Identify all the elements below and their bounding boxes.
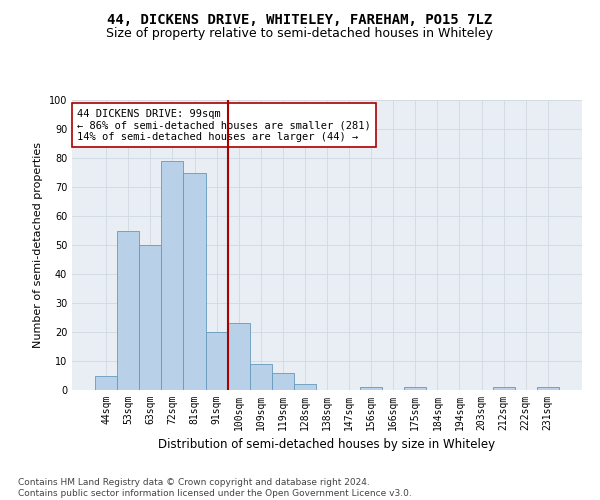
Bar: [493, 387, 515, 390]
Bar: [537, 387, 559, 390]
Text: Contains HM Land Registry data © Crown copyright and database right 2024.
Contai: Contains HM Land Registry data © Crown c…: [18, 478, 412, 498]
Bar: [184, 172, 206, 390]
Bar: [404, 387, 427, 390]
Bar: [227, 324, 250, 390]
Bar: [117, 230, 139, 390]
Bar: [272, 372, 294, 390]
Bar: [95, 376, 117, 390]
Text: 44 DICKENS DRIVE: 99sqm
← 86% of semi-detached houses are smaller (281)
14% of s: 44 DICKENS DRIVE: 99sqm ← 86% of semi-de…: [77, 108, 371, 142]
Y-axis label: Number of semi-detached properties: Number of semi-detached properties: [33, 142, 43, 348]
Bar: [139, 245, 161, 390]
Bar: [360, 387, 382, 390]
Bar: [250, 364, 272, 390]
Bar: [294, 384, 316, 390]
Bar: [161, 161, 184, 390]
Text: Size of property relative to semi-detached houses in Whiteley: Size of property relative to semi-detach…: [107, 28, 493, 40]
Bar: [206, 332, 227, 390]
X-axis label: Distribution of semi-detached houses by size in Whiteley: Distribution of semi-detached houses by …: [158, 438, 496, 452]
Text: 44, DICKENS DRIVE, WHITELEY, FAREHAM, PO15 7LZ: 44, DICKENS DRIVE, WHITELEY, FAREHAM, PO…: [107, 12, 493, 26]
